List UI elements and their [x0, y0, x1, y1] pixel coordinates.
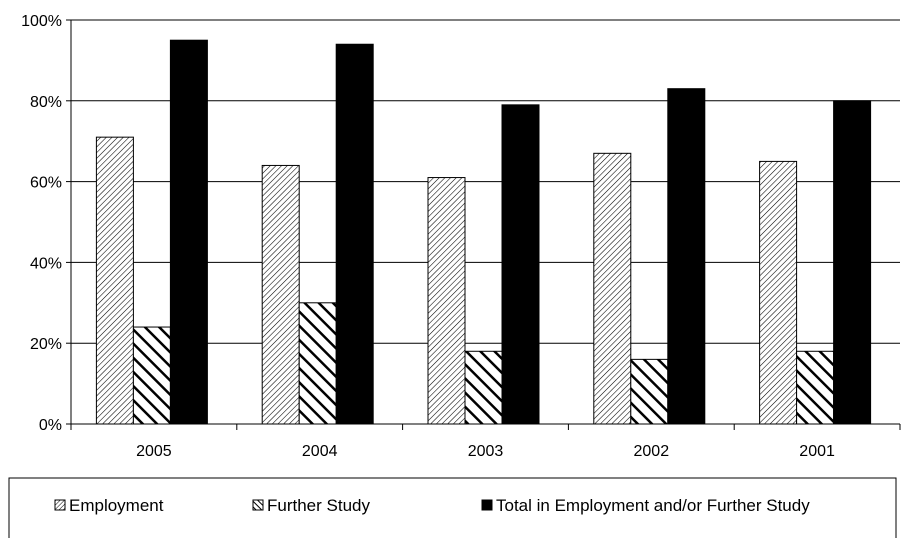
x-tick-label: 2005: [136, 443, 172, 460]
bar-employment-2001: [759, 160, 798, 425]
legend: Employment Further Study Total in Employme…: [8, 477, 897, 538]
x-tick-label: 2004: [302, 443, 338, 460]
bar-further-study-2002: [630, 358, 669, 425]
legend-label-further-study: Further Study: [267, 496, 370, 515]
bar-total-in-employment-and-or-further-study-2004: [335, 43, 374, 425]
x-tick-label: 2001: [799, 443, 835, 460]
legend-swatch-employment: [54, 499, 66, 511]
bar-employment-2002: [593, 152, 632, 425]
bar-total-in-employment-and-or-further-study-2002: [667, 88, 706, 425]
x-tick-labels: 2005 2004 2003 2002 2001: [136, 443, 835, 460]
axes: [66, 19, 901, 430]
bar-employment-2003: [427, 177, 466, 425]
bar-further-study-2003: [464, 350, 503, 425]
bar-further-study-2005: [132, 326, 171, 425]
bar-employment-2005: [95, 136, 134, 425]
legend-swatch-further-study: [252, 499, 264, 511]
bars: [95, 39, 872, 425]
legend-label-total-in-employment-and-or-further-study: Total in Employment and/or Further Study: [496, 496, 810, 515]
y-tick-label: 0%: [39, 417, 62, 434]
y-tick-label: 60%: [30, 175, 62, 192]
legend-label-employment: Employment: [69, 496, 164, 515]
legend-box: [8, 477, 897, 538]
legend-swatch-total-in-employment-and-or-further-study: [481, 499, 493, 511]
bar-total-in-employment-and-or-further-study-2003: [501, 104, 540, 425]
x-tick-label: 2003: [468, 443, 504, 460]
bar-total-in-employment-and-or-further-study-2005: [169, 39, 208, 425]
bar-further-study-2004: [298, 302, 337, 425]
x-tick-label: 2002: [634, 443, 670, 460]
y-tick-label: 100%: [21, 13, 62, 30]
y-tick-label: 80%: [30, 94, 62, 111]
bar-employment-2004: [261, 164, 300, 425]
bar-total-in-employment-and-or-further-study-2001: [833, 100, 872, 425]
y-tick-label: 20%: [30, 336, 62, 353]
y-tick-label: 40%: [30, 255, 62, 272]
bar-further-study-2001: [796, 350, 835, 425]
y-tick-labels: 0% 20% 40% 60% 80% 100%: [21, 13, 62, 434]
